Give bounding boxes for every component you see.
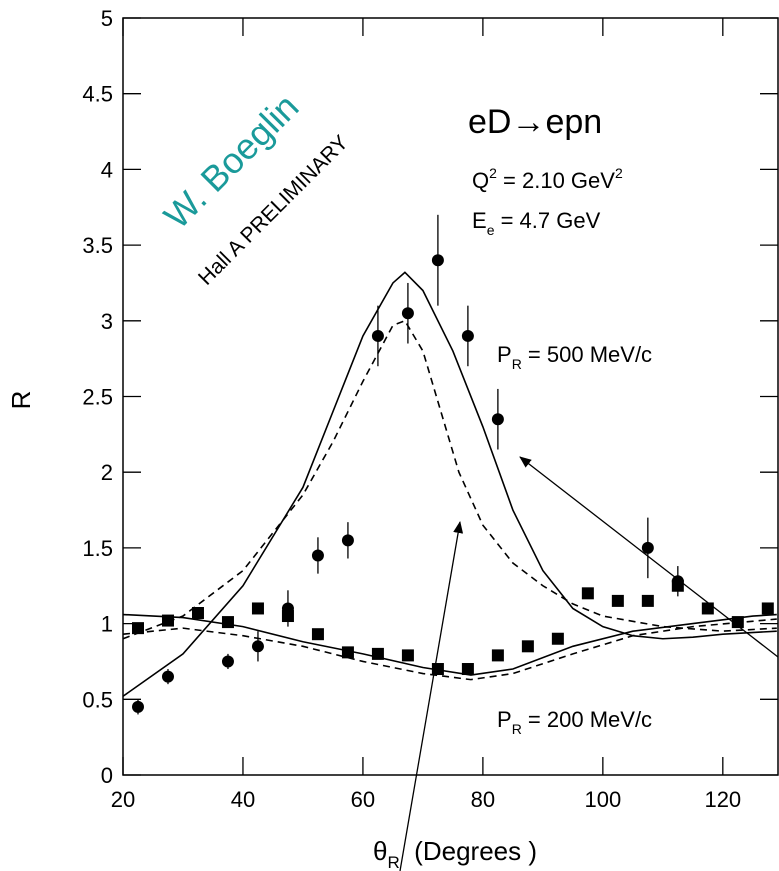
- data-point: [191, 607, 204, 620]
- y-tick-label: 1.5: [82, 536, 113, 561]
- y-tick-label: 0: [101, 763, 113, 788]
- data-point: [701, 602, 714, 615]
- data-point: [311, 628, 324, 641]
- data-point: [461, 663, 474, 676]
- data-point: [431, 254, 444, 267]
- data-point: [221, 616, 234, 629]
- data-point: [671, 579, 684, 592]
- q2-annotation: Q2 = 2.10 GeV2: [472, 165, 623, 193]
- data-point: [581, 587, 594, 600]
- x-tick-label: 80: [471, 787, 495, 812]
- data-point: [221, 655, 234, 668]
- theory-curve: [122, 271, 777, 697]
- data-point: [341, 534, 354, 547]
- x-tick-label: 40: [231, 787, 255, 812]
- momentum-500-annotation: PR = 500 MeV/c: [497, 342, 652, 372]
- momentum-200-annotation: PR = 200 MeV/c: [497, 707, 652, 737]
- data-point: [641, 594, 654, 607]
- data-point: [491, 649, 504, 662]
- x-axis-label: θR (Degrees ): [373, 836, 537, 871]
- data-point: [461, 329, 474, 342]
- y-tick-label: 0.5: [82, 687, 113, 712]
- y-tick-label: 2.5: [82, 385, 113, 410]
- arrow-solid: [519, 456, 779, 658]
- data-point: [131, 700, 144, 713]
- theory-curve: [122, 618, 777, 681]
- y-tick-label: 5: [101, 6, 113, 31]
- y-tick-label: 3: [101, 309, 113, 334]
- theory-curve: [122, 613, 777, 676]
- data-point: [371, 329, 384, 342]
- data-point: [341, 646, 354, 659]
- data-point: [551, 632, 564, 645]
- data-point: [281, 610, 294, 623]
- y-tick-label: 1: [101, 612, 113, 637]
- data-point: [311, 549, 324, 562]
- data-point: [761, 602, 774, 615]
- y-axis-label: R: [6, 391, 36, 410]
- arrow-dashed: [399, 521, 464, 871]
- reaction-annotation: eD→epn: [468, 103, 602, 141]
- x-tick-label: 20: [111, 787, 135, 812]
- y-tick-label: 4.5: [82, 82, 113, 107]
- data-point: [401, 649, 414, 662]
- x-tick-label: 60: [351, 787, 375, 812]
- plot-area: [122, 214, 777, 715]
- x-tick-label: 100: [584, 787, 621, 812]
- x-tick-label: 120: [704, 787, 741, 812]
- data-point: [251, 640, 264, 653]
- data-point: [611, 594, 624, 607]
- data-point: [521, 640, 534, 653]
- data-point: [131, 622, 144, 635]
- y-tick-label: 2: [101, 460, 113, 485]
- energy-annotation: Ee = 4.7 GeV: [472, 208, 601, 238]
- data-point: [491, 413, 504, 426]
- plot-frame: [122, 17, 779, 776]
- data-point: [401, 307, 414, 320]
- data-point: [161, 670, 174, 683]
- data-point: [641, 541, 654, 554]
- data-point: [251, 602, 264, 615]
- y-tick-label: 3.5: [82, 233, 113, 258]
- y-tick-label: 4: [101, 157, 113, 182]
